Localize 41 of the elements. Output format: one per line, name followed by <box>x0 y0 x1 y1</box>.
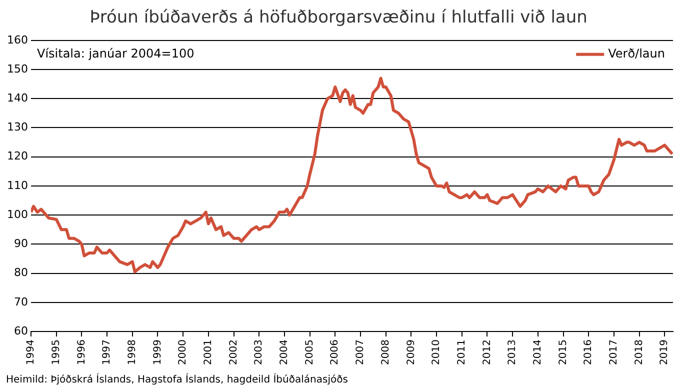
x-tick-label: 2011 <box>456 340 468 366</box>
x-tick-label: 2004 <box>279 340 290 366</box>
x-tick-label: 2012 <box>482 340 493 366</box>
legend-label: Verð/laun <box>608 46 666 61</box>
x-tick-label: 1997 <box>102 340 113 366</box>
y-tick-label: 120 <box>6 150 28 163</box>
x-tick-label: 1995 <box>50 340 62 366</box>
x-tick-label: 2006 <box>330 340 341 366</box>
y-tick-label: 140 <box>6 91 28 104</box>
x-tick-label: 2013 <box>507 340 518 366</box>
y-tick-label: 110 <box>6 178 28 192</box>
y-tick-label: 60 <box>14 324 28 338</box>
y-tick-label: 90 <box>14 237 28 250</box>
x-tick-label: 2007 <box>355 340 366 366</box>
x-tick-label: 2000 <box>178 340 189 366</box>
y-tick-label: 70 <box>14 295 28 308</box>
x-tick-label: 2002 <box>228 340 240 366</box>
x-tick-label: 2016 <box>583 340 594 366</box>
x-tick-label: 2018 <box>634 340 645 366</box>
x-tick-label: 2001 <box>203 340 214 366</box>
y-tick-label: 100 <box>6 208 28 221</box>
x-tick-label: 2009 <box>406 340 417 366</box>
x-tick-label: 1994 <box>26 340 37 366</box>
x-tick-label: 2003 <box>254 340 265 366</box>
x-tick-label: 2010 <box>431 340 442 366</box>
y-tick-label: 150 <box>6 62 28 76</box>
x-tick-label: 2014 <box>532 340 544 366</box>
x-tick-label: 1999 <box>152 340 164 366</box>
x-tick-label: 2005 <box>304 340 316 366</box>
chart-title: Þróun íbúðaverðs á höfuðborgarsvæðinu í hlutfalli við laun <box>90 8 588 28</box>
y-tick-label: 160 <box>6 33 28 46</box>
x-tick-label: 2017 <box>608 340 620 366</box>
x-tick-label: 2019 <box>659 340 670 366</box>
x-tick-label: 1998 <box>126 340 138 366</box>
y-tick-label: 80 <box>14 266 28 280</box>
x-tick-label: 2015 <box>558 340 569 366</box>
text: Heimild: Þjóðskrá Íslands, Hagstofa Íslands, hagdeild Íbúðalánasjóðs <box>6 372 348 386</box>
annotation: Vísitala: janúar 2004=100 <box>36 46 194 61</box>
y-tick-label: 130 <box>6 120 28 134</box>
x-tick-label: 2008 <box>380 340 392 366</box>
x-tick-label: 1996 <box>76 340 88 366</box>
